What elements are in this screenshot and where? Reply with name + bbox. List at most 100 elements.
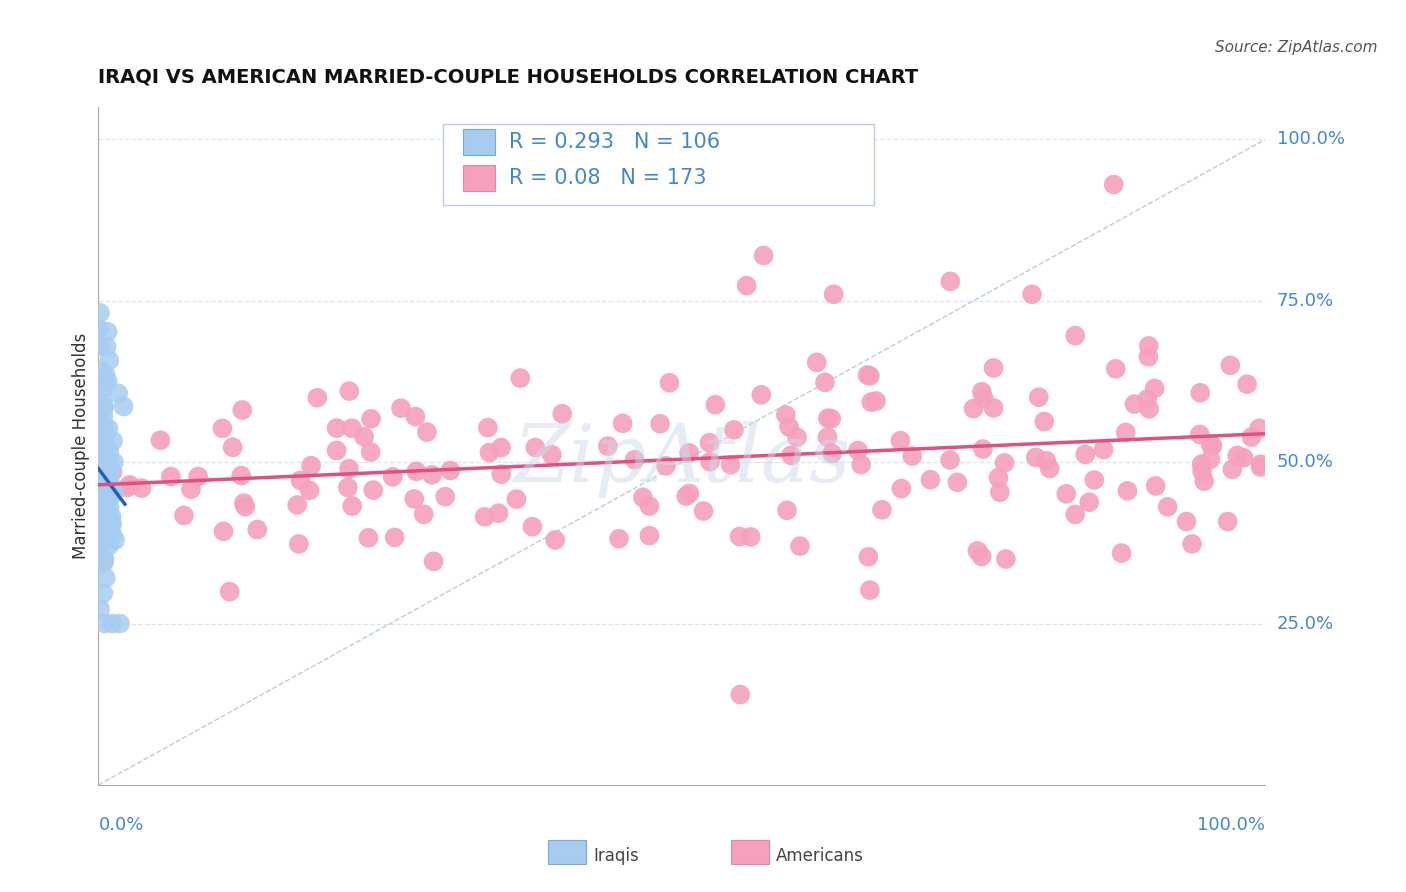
Point (1194, 474, 1216, 488)
Point (806, 355, 828, 369)
Point (336, 481, 359, 495)
Point (90, 438, 112, 452)
Point (112, 400, 135, 414)
Point (735, 278, 758, 293)
Point (90, 467, 112, 482)
Point (962, 401, 984, 416)
Point (814, 376, 837, 390)
Point (97, 325, 120, 339)
Point (970, 384, 993, 399)
Point (1074, 447, 1097, 461)
Point (91, 516, 114, 531)
Point (94, 427, 117, 442)
Point (353, 430, 375, 444)
Point (889, 434, 911, 448)
Point (478, 445, 501, 459)
Point (1236, 377, 1258, 392)
Point (98, 476, 121, 491)
Point (1226, 449, 1249, 463)
Point (994, 552, 1017, 566)
Point (658, 376, 681, 390)
Point (823, 287, 845, 301)
Point (101, 528, 124, 542)
Point (699, 455, 721, 469)
Point (103, 485, 125, 500)
Point (98, 353, 121, 368)
Point (723, 423, 745, 437)
Point (93, 418, 115, 433)
Point (89, 483, 111, 497)
Point (416, 425, 439, 439)
Point (858, 549, 880, 564)
Point (98, 467, 121, 482)
Point (337, 384, 360, 398)
Point (187, 469, 209, 483)
Point (94, 438, 117, 452)
Point (488, 506, 510, 520)
Point (91, 457, 114, 471)
Point (93, 467, 115, 482)
Point (91, 504, 114, 518)
Point (101, 516, 124, 531)
Point (474, 509, 496, 524)
Point (91, 423, 114, 437)
Point (87, 425, 110, 440)
Point (89, 602, 111, 616)
Point (91, 586, 114, 600)
Point (98, 500, 121, 515)
Point (993, 456, 1015, 470)
Point (1064, 508, 1087, 522)
Point (1156, 500, 1178, 514)
Text: 100.0%: 100.0% (1198, 815, 1265, 833)
Point (290, 474, 312, 488)
Point (1191, 457, 1213, 471)
Point (87, 339, 110, 353)
Point (596, 439, 619, 453)
Point (91, 468, 114, 483)
Text: 0.0%: 0.0% (98, 815, 143, 833)
Point (1250, 457, 1272, 471)
Point (91, 481, 114, 495)
Point (1116, 483, 1139, 498)
Point (420, 467, 443, 482)
FancyBboxPatch shape (463, 129, 495, 155)
Point (288, 537, 311, 551)
Point (699, 435, 721, 450)
Point (89, 494, 111, 508)
Point (337, 462, 360, 476)
Point (983, 401, 1005, 415)
Point (1249, 421, 1271, 435)
Text: IRAQI VS AMERICAN MARRIED-COUPLE HOUSEHOLDS CORRELATION CHART: IRAQI VS AMERICAN MARRIED-COUPLE HOUSEHO… (98, 67, 918, 86)
Point (87, 406, 110, 420)
Point (1232, 450, 1254, 465)
Point (1025, 450, 1047, 465)
Point (1189, 385, 1212, 400)
Point (90, 488, 112, 502)
FancyBboxPatch shape (463, 165, 495, 191)
Point (412, 508, 434, 522)
Y-axis label: Married-couple Households: Married-couple Households (72, 333, 90, 559)
Point (211, 421, 233, 435)
Text: 75.0%: 75.0% (1277, 292, 1334, 310)
Point (1175, 515, 1198, 529)
Point (1136, 392, 1159, 406)
Point (90, 364, 112, 378)
Point (477, 420, 499, 434)
Point (94, 368, 117, 383)
Point (231, 403, 253, 417)
Point (983, 361, 1005, 376)
Point (173, 508, 195, 523)
Point (89, 420, 111, 434)
Point (87, 508, 110, 522)
Point (820, 411, 842, 425)
Point (776, 503, 799, 517)
Point (1137, 350, 1160, 364)
Point (1102, 178, 1125, 192)
Point (101, 434, 124, 448)
Point (91, 506, 114, 520)
Point (89, 464, 111, 478)
Point (342, 499, 364, 513)
Point (96, 494, 118, 508)
Point (939, 274, 962, 288)
Text: R = 0.08   N = 173: R = 0.08 N = 173 (509, 169, 707, 188)
